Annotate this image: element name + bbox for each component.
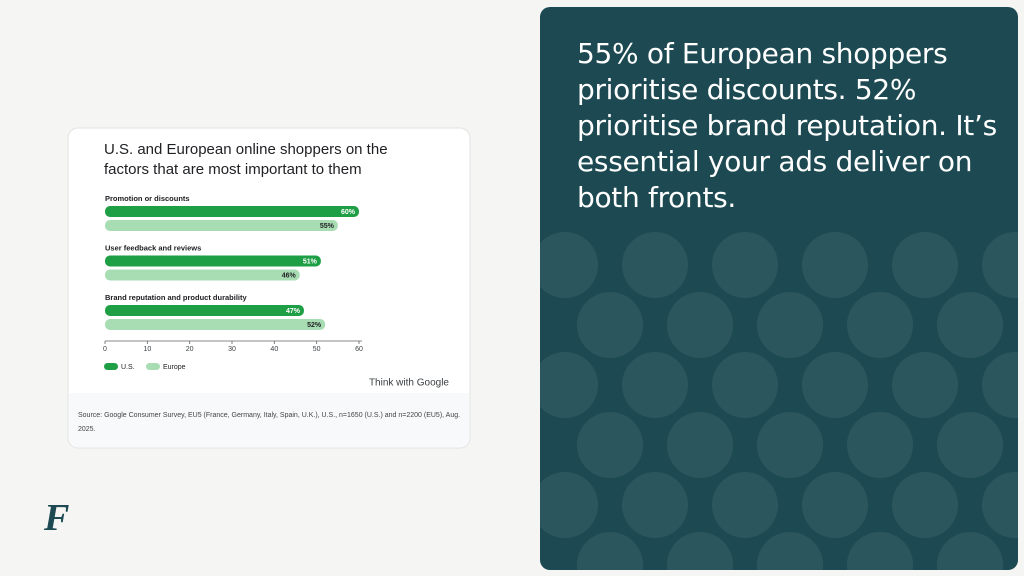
decor-circle [802,232,868,298]
decor-circle [892,472,958,538]
decor-circle [622,352,688,418]
decor-circle [712,472,778,538]
decor-circle [712,232,778,298]
decor-circle [757,412,823,478]
legend-label: Europe [163,364,186,371]
decor-circle [802,472,868,538]
chart-title: U.S. and European online shoppers on the… [104,141,388,178]
category-label: Brand reputation and product durability [105,293,247,302]
decor-circle [937,532,1003,570]
decor-circle [982,472,1018,538]
decor-circle [982,232,1018,298]
decor-circle [757,292,823,358]
value-label: 55% [320,223,335,230]
decor-circle [667,532,733,570]
decor-circle [802,352,868,418]
card-footer [69,393,469,447]
decor-circle [577,532,643,570]
source-note: Source: Google Consumer Survey, EU5 (Fra… [78,412,461,433]
value-label: 52% [307,322,322,329]
decor-circle [540,352,598,418]
decor-circle [622,472,688,538]
decor-circle [540,472,598,538]
decor-circle [757,532,823,570]
bar [105,305,304,316]
headline: 55% of European shoppers prioritise disc… [577,37,997,214]
decor-circle [540,232,598,298]
bar [105,319,326,330]
decor-circle [667,412,733,478]
decor-circle [622,232,688,298]
value-label: 51% [303,258,318,265]
bar [105,206,359,217]
decor-circle [577,292,643,358]
decor [540,232,1018,570]
category-label: User feedback and reviews [105,243,201,252]
x-tick-label: 0 [103,346,107,353]
legend-swatch [146,363,160,370]
chart: 0 10 20 30 40 50 60 Promotion or discounts 60% 55… [103,194,363,371]
logo: F [44,497,70,539]
value-label: 60% [341,209,356,216]
brand: Think with Google [369,378,449,389]
decor-circle [847,532,913,570]
x-tick-label: 40 [270,346,278,353]
x-tick-label: 10 [143,346,151,353]
decor-circle [847,292,913,358]
bar [105,255,321,267]
decor-circle [937,412,1003,478]
legend-swatch [104,363,118,370]
x-tick-label: 20 [186,346,194,353]
decor-circle [712,352,778,418]
decor-circle [892,352,958,418]
decor-circle [982,352,1018,418]
decor-circle [667,292,733,358]
right-panel [540,7,1018,570]
category-label: Promotion or discounts [105,194,190,203]
decor-circle [937,292,1003,358]
value-label: 46% [282,272,297,279]
value-label: 47% [286,308,301,315]
decor-circle [847,412,913,478]
x-tick-label: 30 [228,346,236,353]
bar [105,269,300,281]
x-tick-label: 60 [355,346,363,353]
x-tick-label: 50 [313,346,321,353]
legend-label: U.S. [121,364,135,371]
decor-circle [892,232,958,298]
chart-title-box: U.S. and European online shoppers on the… [104,141,388,178]
decor-circle [577,412,643,478]
bar [105,220,338,231]
